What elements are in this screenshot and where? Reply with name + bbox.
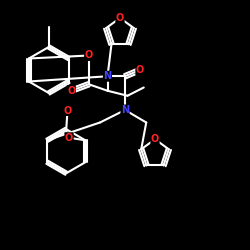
Text: N: N <box>121 105 129 115</box>
Text: N: N <box>104 71 112 81</box>
Text: O: O <box>67 86 76 96</box>
Text: O: O <box>151 134 159 144</box>
Text: O: O <box>84 50 93 60</box>
Text: O: O <box>136 65 144 75</box>
Text: O: O <box>65 133 73 143</box>
Text: O: O <box>64 106 72 116</box>
Text: O: O <box>116 13 124 23</box>
